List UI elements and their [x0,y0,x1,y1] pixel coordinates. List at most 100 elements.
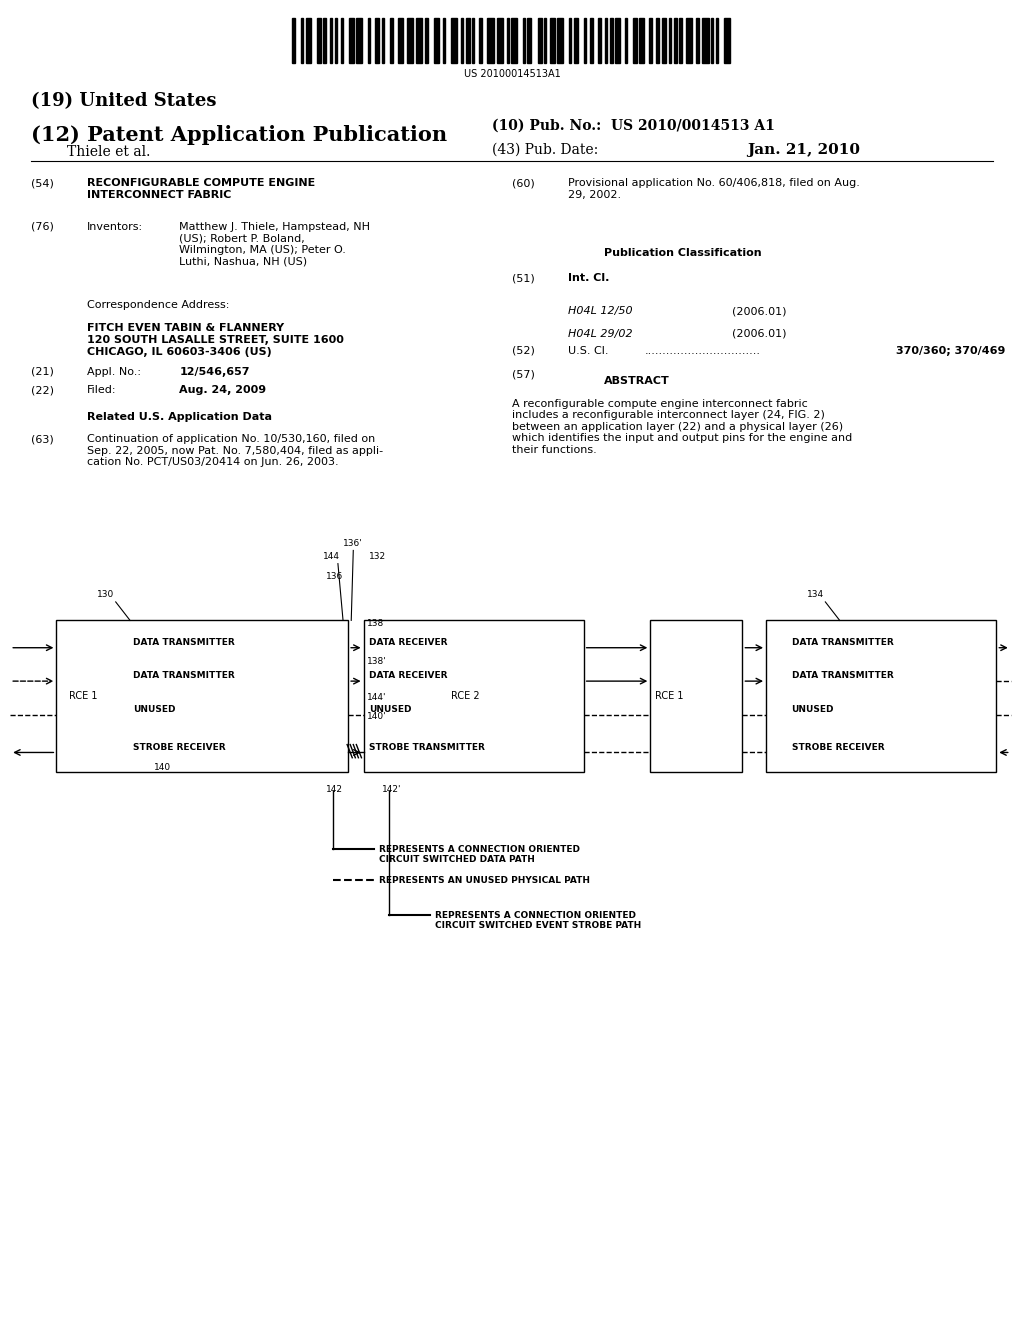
Text: 140: 140 [154,763,171,772]
Text: Correspondence Address:: Correspondence Address: [87,300,229,310]
Text: Related U.S. Application Data: Related U.S. Application Data [87,412,272,422]
Bar [56,620,348,772]
Text: U.S. Cl.: U.S. Cl. [568,346,609,356]
Bar [662,18,666,63]
Bar [625,18,627,63]
Text: (63): (63) [31,434,53,445]
Bar [323,18,326,63]
Text: DATA TRANSMITTER: DATA TRANSMITTER [133,672,234,680]
Text: STROBE RECEIVER: STROBE RECEIVER [792,743,884,751]
Bar [398,18,403,63]
Bar [487,18,494,63]
Text: Matthew J. Thiele, Hampstead, NH
(US); Robert P. Boland,
Wilmington, MA (US); Pe: Matthew J. Thiele, Hampstead, NH (US); R… [179,222,371,267]
Bar [584,18,586,63]
Text: 134: 134 [807,590,824,599]
Text: REPRESENTS A CONNECTION ORIENTED
CIRCUIT SWITCHED DATA PATH: REPRESENTS A CONNECTION ORIENTED CIRCUIT… [379,845,580,865]
Bar [523,18,525,63]
Bar [335,18,337,63]
Text: 130: 130 [97,590,115,599]
Text: UNUSED: UNUSED [792,705,835,714]
Bar [766,620,996,772]
Text: (21): (21) [31,367,53,378]
Bar [451,18,457,63]
Bar [356,18,362,63]
Text: DATA TRANSMITTER: DATA TRANSMITTER [792,672,893,680]
Bar [686,18,692,63]
Text: 12/546,657: 12/546,657 [179,367,250,378]
Bar [416,18,422,63]
Bar [382,18,384,63]
Text: Filed:: Filed: [87,385,117,396]
Bar [544,18,546,63]
Text: RECONFIGURABLE COMPUTE ENGINE
INTERCONNECT FABRIC: RECONFIGURABLE COMPUTE ENGINE INTERCONNE… [87,178,315,199]
Bar [306,18,311,63]
Bar [569,18,571,63]
Text: US 20100014513A1: US 20100014513A1 [464,69,560,79]
Bar [598,18,601,63]
Bar [527,18,531,63]
Bar [656,18,659,63]
Text: ABSTRACT: ABSTRACT [604,376,670,387]
Text: STROBE RECEIVER: STROBE RECEIVER [133,743,225,751]
Text: (51): (51) [512,273,535,284]
Bar [364,620,584,772]
Text: UNUSED: UNUSED [369,705,412,714]
Text: RCE 1: RCE 1 [69,692,97,701]
Bar [390,18,393,63]
Text: A reconfigurable compute engine interconnect fabric
includes a reconfigurable in: A reconfigurable compute engine intercon… [512,399,852,455]
Text: 140': 140' [367,711,386,721]
Bar [649,18,652,63]
Text: STROBE TRANSMITTER: STROBE TRANSMITTER [369,743,484,751]
Text: Appl. No.:: Appl. No.: [87,367,141,378]
Bar [349,18,354,63]
Text: 136: 136 [326,572,343,581]
Text: DATA TRANSMITTER: DATA TRANSMITTER [792,638,893,647]
Text: (54): (54) [31,178,53,189]
Bar [292,18,295,63]
Text: Inventors:: Inventors: [87,222,143,232]
Text: (2006.01): (2006.01) [732,329,786,339]
Text: (52): (52) [512,346,535,356]
Bar [557,18,563,63]
Bar [711,18,713,63]
Bar [696,18,699,63]
Text: FITCH EVEN TABIN & FLANNERY
120 SOUTH LASALLE STREET, SUITE 1600
CHICAGO, IL 606: FITCH EVEN TABIN & FLANNERY 120 SOUTH LA… [87,323,344,356]
Text: (43) Pub. Date:: (43) Pub. Date: [492,143,598,157]
Text: 132: 132 [369,552,386,561]
Bar [610,18,613,63]
Text: (19) United States: (19) United States [31,92,216,111]
Bar [724,18,730,63]
Bar [479,18,482,63]
Bar [674,18,677,63]
Text: Jan. 21, 2010: Jan. 21, 2010 [748,143,860,157]
Text: UNUSED: UNUSED [133,705,176,714]
Bar [497,18,503,63]
Text: (10) Pub. No.:  US 2010/0014513 A1: (10) Pub. No.: US 2010/0014513 A1 [492,119,774,133]
Bar [574,18,578,63]
Text: 142': 142' [382,785,401,795]
Bar [507,18,509,63]
Text: (76): (76) [31,222,53,232]
Text: DATA RECEIVER: DATA RECEIVER [369,672,447,680]
Bar [669,18,671,63]
Text: REPRESENTS A CONNECTION ORIENTED
CIRCUIT SWITCHED EVENT STROBE PATH: REPRESENTS A CONNECTION ORIENTED CIRCUIT… [435,911,641,931]
Text: (2006.01): (2006.01) [732,306,786,317]
Text: (22): (22) [31,385,53,396]
Text: 144': 144' [367,693,386,702]
Bar [679,18,682,63]
Bar [538,18,542,63]
Text: RCE 1: RCE 1 [655,692,684,701]
Text: Int. Cl.: Int. Cl. [568,273,609,284]
Bar [633,18,637,63]
Bar [615,18,620,63]
Text: 136': 136' [343,539,362,548]
Bar [511,18,517,63]
Bar [461,18,463,63]
Bar [702,18,709,63]
Text: ................................: ................................ [645,346,761,356]
Bar [472,18,474,63]
Text: (12) Patent Application Publication: (12) Patent Application Publication [31,125,446,145]
Text: 138': 138' [367,657,386,667]
Bar [550,18,555,63]
Text: REPRESENTS AN UNUSED PHYSICAL PATH: REPRESENTS AN UNUSED PHYSICAL PATH [379,876,590,886]
